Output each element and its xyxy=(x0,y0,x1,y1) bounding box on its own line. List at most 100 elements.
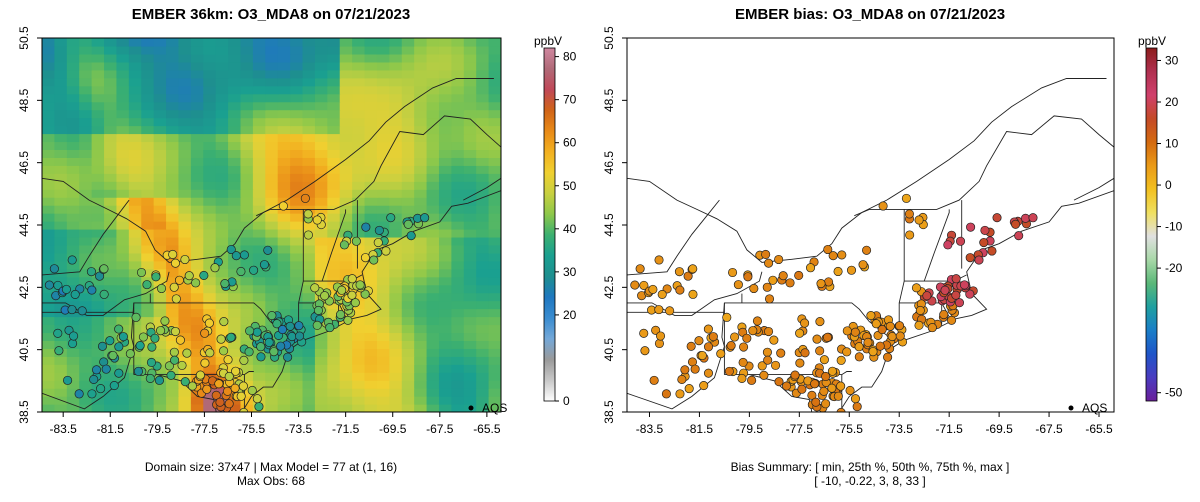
grid-cell xyxy=(141,38,155,47)
grid-cell xyxy=(401,38,415,47)
grid-cell xyxy=(54,364,68,373)
bias-marker xyxy=(661,389,671,399)
grid-cell xyxy=(438,380,452,389)
grid-cell xyxy=(488,101,501,111)
grid-cell xyxy=(327,181,341,190)
grid-cell xyxy=(141,165,155,174)
site-marker xyxy=(96,384,106,394)
grid-cell xyxy=(476,300,490,310)
bias-marker xyxy=(979,237,989,248)
bias-marker xyxy=(748,326,758,336)
grid-cell xyxy=(54,252,68,262)
grid-cell xyxy=(290,69,304,79)
grid-cell xyxy=(104,316,118,326)
grid-cell xyxy=(91,244,105,254)
grid-cell xyxy=(79,364,93,373)
bias-marker xyxy=(680,365,690,375)
grid-cell xyxy=(277,356,291,365)
grid-cell xyxy=(302,308,316,318)
grid-cell xyxy=(166,268,180,278)
grid-cell xyxy=(339,189,353,198)
grid-cell xyxy=(414,101,428,111)
grid-cell xyxy=(116,149,130,158)
grid-cell xyxy=(79,260,93,270)
site-marker xyxy=(303,209,313,219)
grid-cell xyxy=(252,117,266,127)
grid-cell xyxy=(376,197,390,206)
grid-cell xyxy=(104,45,118,55)
grid-cell xyxy=(153,300,167,310)
grid-cell xyxy=(451,252,465,262)
grid-cell xyxy=(414,117,428,127)
grid-cell xyxy=(104,205,118,214)
bias-marker xyxy=(675,285,685,295)
grid-cell xyxy=(302,356,316,365)
grid-cell xyxy=(153,213,167,222)
grid-cell xyxy=(79,380,93,389)
grid-cell xyxy=(240,133,254,143)
grid-cell xyxy=(66,149,80,158)
site-marker xyxy=(252,327,262,337)
grid-cell xyxy=(178,324,192,334)
grid-cell xyxy=(376,340,390,349)
grid-cell xyxy=(141,69,155,79)
bias-marker xyxy=(877,324,887,335)
bias-marker xyxy=(836,407,846,412)
site-marker xyxy=(219,346,229,356)
grid-cell xyxy=(339,109,353,119)
grid-cell xyxy=(314,157,328,166)
grid-cell xyxy=(215,213,229,222)
grid-cell xyxy=(290,276,304,286)
grid-cell xyxy=(463,101,477,111)
grid-cell xyxy=(314,260,328,270)
grid-cell xyxy=(153,125,167,135)
grid-cell xyxy=(116,165,130,174)
grid-cell xyxy=(389,260,403,270)
grid-cell xyxy=(178,388,192,397)
grid-cell xyxy=(414,364,428,373)
grid-cell xyxy=(401,268,415,278)
bias-marker xyxy=(654,255,664,265)
grid-cell xyxy=(426,85,440,95)
bias-marker xyxy=(699,380,709,391)
grid-cell xyxy=(240,300,254,310)
site-marker xyxy=(295,331,305,341)
grid-cell xyxy=(203,38,217,47)
grid-cell xyxy=(302,388,316,397)
grid-cell xyxy=(364,69,378,79)
site-marker xyxy=(109,380,119,391)
grid-cell xyxy=(91,77,105,87)
grid-cell xyxy=(104,252,118,262)
grid-cell xyxy=(104,125,118,135)
grid-cell xyxy=(240,125,254,135)
grid-cell xyxy=(352,141,366,151)
site-marker xyxy=(200,328,210,338)
bias-marker xyxy=(866,310,876,321)
grid-cell xyxy=(240,332,254,341)
grid-cell xyxy=(290,356,304,365)
grid-cell xyxy=(414,45,428,55)
grid-cell xyxy=(240,388,254,397)
grid-cell xyxy=(91,324,105,334)
grid-cell xyxy=(128,53,142,63)
grid-cell xyxy=(438,308,452,318)
grid-cell xyxy=(166,109,180,119)
grid-cell xyxy=(364,332,378,341)
grid-cell xyxy=(228,117,242,127)
grid-cell xyxy=(178,396,192,405)
grid-cell xyxy=(128,173,142,182)
site-marker xyxy=(136,267,147,278)
site-marker xyxy=(160,316,170,326)
bias-marker xyxy=(863,337,873,347)
bias-marker xyxy=(797,384,807,394)
grid-cell xyxy=(438,396,452,405)
site-marker xyxy=(168,249,178,260)
grid-cell xyxy=(66,133,80,143)
grid-cell xyxy=(153,197,167,206)
grid-cell xyxy=(389,332,403,341)
bias-marker xyxy=(774,377,784,387)
grid-cell xyxy=(414,332,428,341)
grid-cell xyxy=(302,292,316,302)
grid-cell xyxy=(141,396,155,405)
bias-marker xyxy=(761,249,771,260)
